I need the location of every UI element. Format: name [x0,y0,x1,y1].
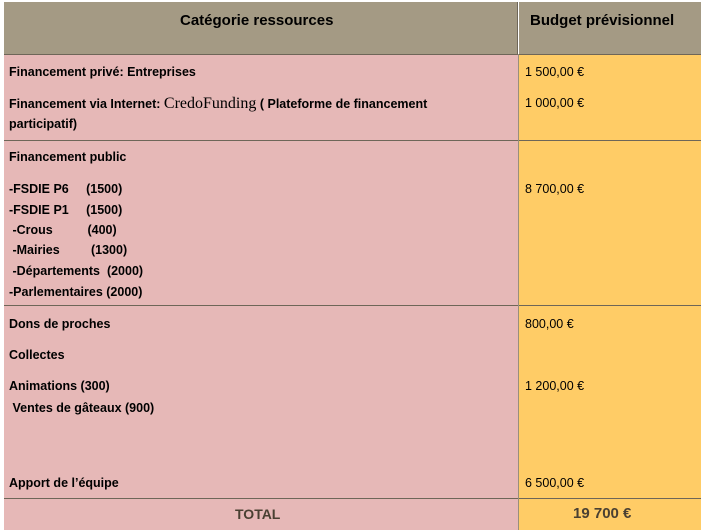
header-budget-label: Budget prévisionnel [530,12,675,29]
row-label: Collectes [9,348,65,362]
row-label-continued: Ventes de gâteaux (900) [9,401,155,415]
row-label: Financement public [9,150,127,164]
row-value: 800,00 € [525,317,574,331]
row-label-continued: participatif) [9,117,78,131]
list-item: -Départements (2000) [9,264,144,278]
header-category-label: Catégorie ressources [180,12,334,29]
table-row: Financement public -FSDIE P6 (1500) -FSD… [4,141,701,305]
list-item: -Crous (400) [9,223,117,237]
table-row: Dons de proches Collectes Animations (30… [4,306,701,498]
row-value: 1 500,00 € [525,65,585,79]
table-header: Catégorie ressources Budget prévisionnel [4,2,701,54]
list-item: -Parlementaires (2000) [9,285,143,299]
total-row: TOTAL 19 700 € [4,499,701,530]
table-row: Financement privé: Entreprises Financeme… [4,55,701,140]
row-label: Financement privé: Entreprises [9,65,196,79]
row-value: 1 200,00 € [525,379,585,393]
header-cell-category: Catégorie ressources [4,2,518,54]
row-label: Dons de proches [9,317,111,331]
list-item: -Mairies (1300) [9,243,128,257]
row-value: 6 500,00 € [525,476,585,490]
row-value: 8 700,00 € [525,182,585,196]
row-label: Animations (300) [9,379,110,393]
list-item: -FSDIE P6 (1500) [9,182,123,196]
credofunding-name: CredoFunding [163,95,257,112]
row-value: 1 000,00 € [525,96,585,110]
header-cell-budget: Budget prévisionnel [519,2,701,54]
list-item: -FSDIE P1 (1500) [9,203,123,217]
total-value: 19 700 € [573,505,632,522]
budget-table: Catégorie ressources Budget prévisionnel… [4,2,701,530]
total-label: TOTAL [235,506,281,522]
row-label: Financement via Internet: CredoFunding (… [9,95,428,112]
row-label: Apport de l’équipe [9,476,119,490]
